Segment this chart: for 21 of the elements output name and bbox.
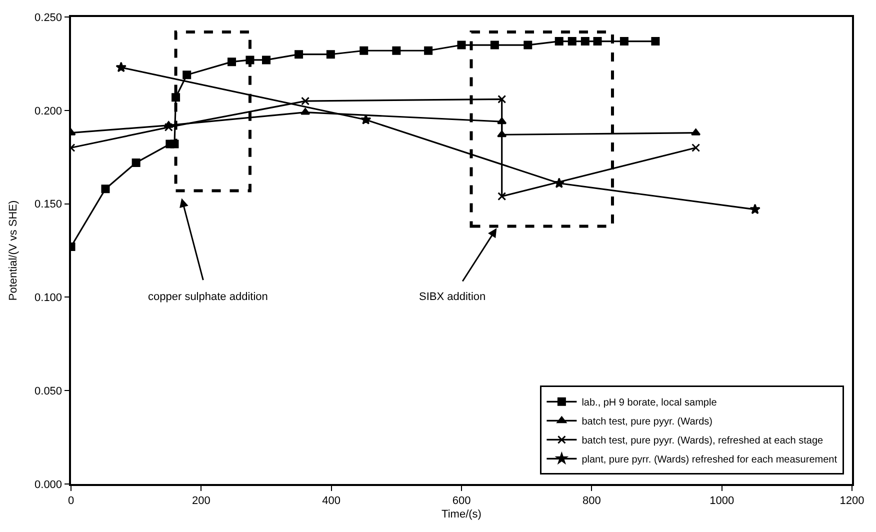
annotation: copper sulphate addition <box>148 291 268 303</box>
x-tick-label: 200 <box>192 494 210 507</box>
y-tick-label: 0.050 <box>34 385 62 398</box>
y-tick-label: 0.200 <box>34 105 62 118</box>
y-tick-label: 0.100 <box>34 292 62 304</box>
y-tick-label: 0.000 <box>34 478 62 491</box>
y-tick-label: 0.150 <box>34 198 62 211</box>
legend-label: batch test, pure pyyr. (Wards) <box>582 416 712 428</box>
x-tick-label: 400 <box>322 494 341 507</box>
legend-label: lab., pH 9 borate, local sample <box>582 398 718 409</box>
x-tick-label: 1000 <box>710 494 734 507</box>
x-tick-label: 800 <box>582 494 601 507</box>
y-tick-label: 0.250 <box>34 12 62 24</box>
legend-label: batch test, pure pyyr. (Wards), refreshed at each stage <box>582 436 824 447</box>
x-axis-title: Time/(s) <box>442 508 482 521</box>
x-tick-label: 0 <box>68 494 74 507</box>
annotation: SIBX addition <box>419 291 486 303</box>
legend-label: plant, pure pyrr. (Wards) refreshed for each measurement <box>582 454 838 466</box>
y-axis-title: Potential/(V vs SHE) <box>8 200 20 301</box>
x-tick-label: 600 <box>452 494 471 507</box>
x-tick-label: 1200 <box>840 494 864 507</box>
